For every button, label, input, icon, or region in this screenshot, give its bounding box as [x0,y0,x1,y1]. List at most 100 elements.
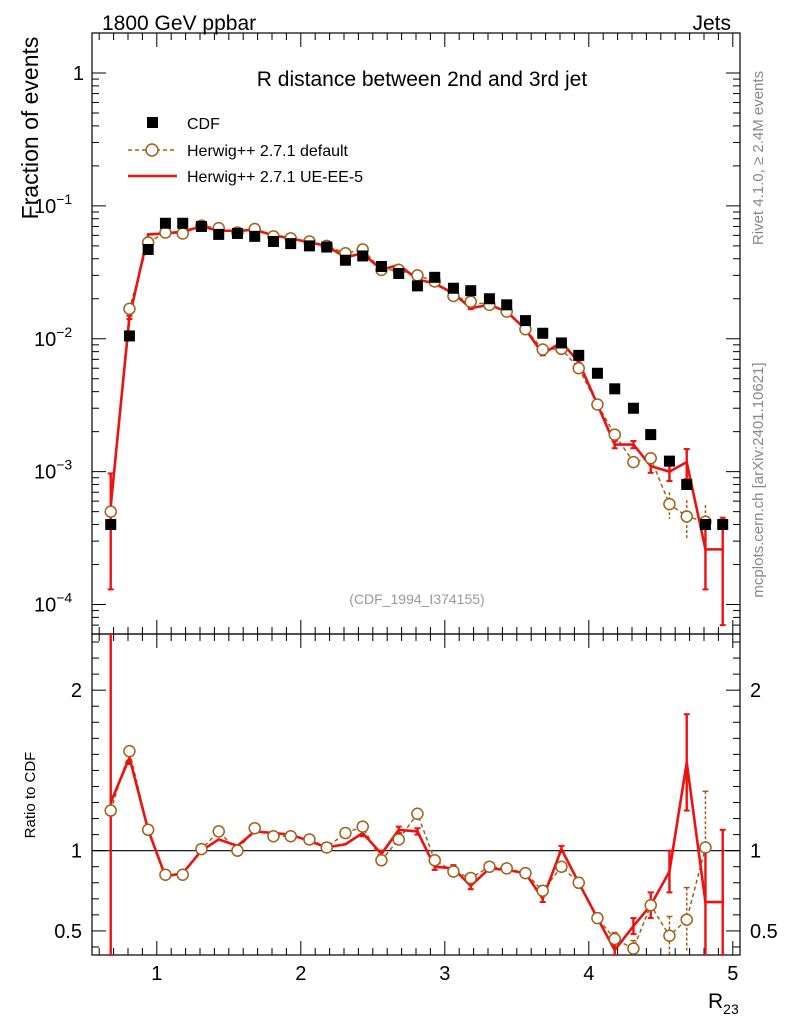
default-data-point [644,452,657,465]
header-left-label: 1800 GeV ppbar [102,12,256,35]
ratio-default-data-point [428,854,441,867]
ratio-default-data-point [231,844,244,857]
default-data-point [663,497,676,511]
legend-item-herwig-ue: Herwig++ 2.7.1 UE-EE-5 [128,169,363,186]
main-y-tick-exponent: −3 [56,457,72,473]
main-axes: 110−110−210−310−4 [34,32,741,635]
ratio-default-data-point [572,876,585,890]
cdf-data-point [213,228,225,240]
legend-item-herwig-default: Herwig++ 2.7.1 default [128,143,349,160]
x-tick-label: 1 [151,963,162,985]
ratio-default-data-point [248,821,261,835]
rivet-version-label: Rivet 4.1.0, ≥ 2.4M events [750,71,767,245]
ratio-default-data-point [267,829,280,843]
main-y-tick-exponent: −1 [56,191,72,207]
ratio-default-data-point [141,823,155,837]
ratio-default-line [110,748,707,950]
ratio-default-data-point [644,898,657,912]
ratio-default-data-point [680,913,693,926]
legend-cdf-marker [147,117,158,128]
ratio-default-data-point [375,854,388,867]
ratio-default-data-point [483,860,496,873]
cdf-data-point [501,299,513,311]
cdf-data-point [699,519,711,531]
ratio-default-data-point [392,833,405,846]
ratio-y-tick-label-right: 1 [750,841,761,863]
cdf-data-point [375,260,387,272]
ratio-clipped-series [104,634,726,955]
ratio-y-tick-label-right: 2 [750,680,761,702]
ratio-frame [91,633,741,956]
default-data-point [680,510,693,523]
main-y-axis-label: Fraction of events [17,37,43,220]
main-y-tick-base: 10 [34,595,56,617]
default-data-point [591,398,604,411]
cdf-data-point [303,240,315,252]
cdf-data-point [249,230,261,242]
ratio-default-data-point [104,804,117,817]
cdf-data-point [645,429,657,441]
x-axis-label-main: R [708,990,723,1013]
main-y-tick-label: 1 [73,63,84,85]
main-y-tick-label: 10−4 [34,590,72,617]
cdf-data-point [627,402,639,414]
x-tick-label: 3 [439,963,450,985]
ratio-y-axis-label: Ratio to CDF [22,752,39,839]
legend-ue-label: Herwig++ 2.7.1 UE-EE-5 [187,169,363,186]
default-data-point [536,343,549,356]
default-data-point [608,428,621,441]
legend-cdf-label: CDF [187,116,220,133]
main-plot-panel: 110−110−210−310−4 R distance between 2nd… [17,32,741,635]
ratio-default-data-point [176,868,189,881]
cdf-data-point [591,367,603,379]
ratio-default-data-point [608,932,621,946]
default-data-point [123,302,136,316]
header-right-label: Jets [692,12,731,35]
ratio-default-data-point [464,871,477,885]
cdf-data-point [393,267,405,279]
ratio-default-data-point [663,929,676,942]
cdf-data-point [555,337,567,349]
cdf-data-point [681,479,693,491]
cdf-data-point [267,235,279,247]
ratio-default-data-point [536,884,549,898]
ratio-default-data-point [284,829,297,843]
analysis-id-label: (CDF_1994_I374155) [349,591,484,607]
default-data-point [104,505,117,518]
cdf-data-point [537,327,549,339]
ratio-y-tick-label: 1 [71,841,82,863]
ratio-y-tick-label: 0.5 [54,921,82,943]
main-y-tick-label: 10−3 [34,457,72,484]
legend-default-label: Herwig++ 2.7.1 default [187,143,349,160]
ratio-default-data-point [356,820,369,833]
cdf-data-point [357,250,369,262]
x-axis-label-subscript: 23 [723,1001,739,1017]
ratio-default-data-point [500,862,513,875]
mcplots-reference-label: mcplots.cern.ch [arXiv:2401.10621] [750,362,767,597]
ratio-default-data-point [411,807,424,821]
ratio-default-data-point [320,841,333,854]
cdf-data-point [717,519,729,531]
x-tick-label: 5 [727,963,738,985]
cdf-data-point [429,271,441,283]
cdf-data-point [483,293,495,305]
cdf-data-point [285,238,297,250]
cdf-data-point [195,220,207,232]
main-y-tick-base: 10 [34,329,56,351]
ratio-default-data-point [159,868,172,881]
cdf-data-point [177,217,189,229]
x-tick-label: 2 [295,963,306,985]
main-y-tick-label: 10−1 [34,191,72,218]
ratio-plot-panel: 0.5 0.51 12 21 2 3 4 5 Ratio to CDF R23 [22,633,778,1017]
ratio-default-data-point [627,942,640,955]
default-data-point [176,227,189,240]
ratio-series-layer [104,634,726,955]
cdf-data-point [573,349,585,361]
cdf-data-point [663,455,675,467]
default-data-point [464,295,477,308]
ratio-default-data-point [555,860,568,873]
cdf-data-point [411,280,423,292]
legend-item-cdf: CDF [147,116,220,133]
ratio-default-data-point [123,744,136,758]
legend-default-marker [145,143,159,157]
